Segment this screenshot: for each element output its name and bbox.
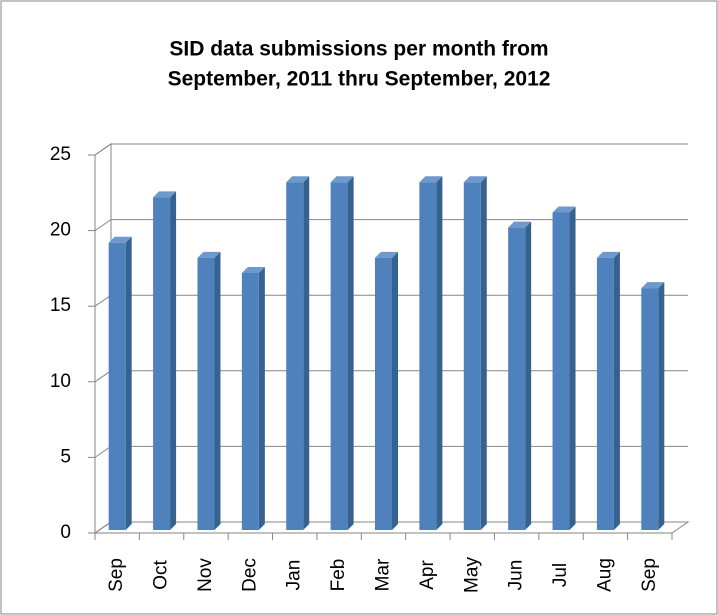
bar-side [436,176,443,531]
y-tick-label: 10 [50,371,71,392]
bar [463,176,487,531]
bar-side [258,266,265,530]
bar-top [419,176,443,183]
bar-front [330,182,348,531]
bar-side [214,251,221,530]
bar-front [375,257,392,530]
bar-front [286,182,304,531]
bar [641,282,665,530]
bar-front [241,272,259,530]
x-tick-label: Jan [284,560,305,591]
bar-top [241,266,265,273]
bar [108,236,132,530]
bar-front [419,182,437,531]
bar-top [108,236,132,243]
x-tick-label: Dec [239,558,260,592]
chart-title: SID data submissions per month from [169,38,548,61]
bar-top [197,251,221,258]
bar [419,176,443,531]
bar-side [170,191,177,531]
y-tick-label: 15 [50,295,71,316]
bar-side [392,251,398,530]
x-tick-label: Aug [594,558,615,592]
bar-front [641,288,659,530]
bar [552,206,576,531]
bar [153,191,177,531]
x-tick-label: Mar [373,558,394,591]
bar-front [552,212,570,531]
bar [241,266,265,530]
bar-top [375,251,398,258]
x-tick-label: Nov [195,558,216,592]
chart-title: September, 2011 thru September, 2012 [168,68,551,91]
bar [596,251,620,530]
bar-front [508,227,526,530]
x-tick-label: May [461,557,482,593]
bar [375,251,398,530]
bar-top [641,282,665,289]
x-tick-label: Sep [639,558,660,592]
x-tick-label: Sep [106,558,127,592]
x-tick-label: Apr [417,560,438,590]
x-tick-label: Jun [506,560,527,591]
bar-top [286,176,310,183]
bar-top [153,191,177,198]
bar-side [569,206,576,531]
bar-side [303,176,310,531]
grid-line [94,219,688,232]
bar-side [125,236,132,530]
bar-top [463,176,487,183]
bar [286,176,310,531]
x-tick-label: Jul [550,563,571,587]
y-tick-label: 20 [50,220,71,241]
bar [508,221,532,530]
bar-top [330,176,354,183]
bar-front [197,257,215,530]
y-tick-label: 0 [60,522,71,543]
y-tick-label: 5 [60,446,71,467]
bar-top [508,221,532,228]
bar [330,176,354,531]
y-tick-label: 25 [50,144,71,165]
bar-side [480,176,487,531]
bar-top [596,251,620,258]
bar-front [463,182,481,531]
grid-line [94,143,688,156]
bar [197,251,221,530]
bar-front [596,257,614,530]
x-tick-label: Feb [328,559,349,592]
bar-side [525,221,532,530]
bar-side [613,251,620,530]
x-tick-label: Oct [151,560,172,590]
bar-side [658,282,665,530]
bar-front [108,242,126,530]
bar-top [552,206,576,213]
bar-front [153,197,171,531]
bar-side [347,176,354,531]
